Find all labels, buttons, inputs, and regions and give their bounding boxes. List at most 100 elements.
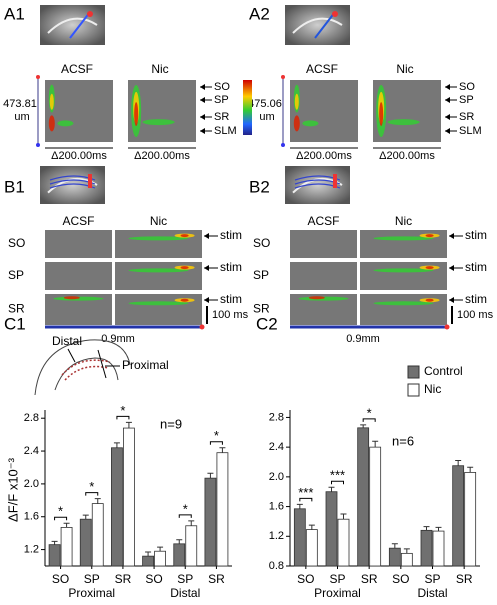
condition-label: Nic — [151, 62, 168, 76]
bar — [305, 529, 318, 567]
x-tick-label: SO — [297, 572, 314, 586]
arrow-head — [445, 114, 450, 120]
significance-bracket — [54, 516, 68, 521]
bar — [204, 477, 217, 567]
x-tick-label: SP — [177, 572, 193, 586]
panel-label: B2 — [249, 177, 270, 196]
error-bar — [176, 539, 183, 544]
bar — [432, 530, 445, 567]
error-bar — [328, 486, 335, 492]
x-tick-label: SP — [424, 572, 440, 586]
group-label: Distal — [417, 586, 447, 600]
group-label: Proximal — [314, 586, 361, 600]
stim-site — [87, 11, 93, 17]
legend-swatch — [407, 365, 420, 379]
imaging-frame — [290, 262, 357, 290]
significance-bracket — [85, 492, 99, 496]
activity-spot — [134, 102, 139, 127]
brain-image — [285, 5, 350, 45]
scale-value: 473.81 — [3, 98, 37, 110]
condition-label: ACSF — [61, 62, 93, 76]
scale-unit: um — [14, 111, 29, 123]
x-tick-label: SR — [208, 572, 225, 586]
significance-bracket — [362, 418, 376, 422]
stim-label: stim — [220, 260, 242, 274]
bar — [154, 550, 166, 567]
annotation: n=6 — [392, 433, 414, 448]
condition-label: Nic — [150, 214, 167, 228]
bar — [420, 529, 433, 567]
significance-label: * — [58, 504, 63, 519]
stim-site — [332, 11, 338, 17]
activity-spot — [180, 298, 189, 302]
layer-label: SR — [459, 111, 474, 123]
error-bar — [125, 421, 132, 429]
activity-spot — [63, 296, 80, 300]
panel-label: C1 — [4, 314, 26, 333]
arrow-head — [204, 265, 209, 271]
stim-label: stim — [465, 292, 487, 306]
activity-spot — [128, 301, 189, 306]
stim-label: stim — [220, 228, 242, 242]
brain-image — [285, 166, 350, 204]
bar — [452, 465, 465, 567]
significance-label: * — [367, 405, 372, 420]
error-bar — [188, 520, 195, 526]
arrow-head — [445, 128, 450, 134]
stim-site — [88, 174, 92, 188]
time-scale-label: Δ200.00ms — [51, 150, 107, 162]
scale-end — [281, 75, 285, 79]
bar — [357, 427, 370, 567]
layer-label: SR — [8, 302, 25, 316]
time-scale-label: Δ200.00ms — [379, 150, 435, 162]
stim-label: stim — [465, 260, 487, 274]
activity-spot — [308, 296, 325, 300]
activity-spot — [180, 234, 189, 238]
scale-end — [281, 143, 285, 147]
electrode — [69, 11, 91, 39]
slice-outline — [34, 339, 131, 396]
y-tick-label: 2.4 — [269, 441, 284, 453]
bar — [325, 491, 338, 567]
y-tick-label: 2.8 — [269, 411, 284, 423]
imaging-frame — [290, 230, 357, 258]
bar — [91, 503, 104, 567]
y-tick-label: 1.6 — [24, 511, 39, 523]
x-tick-label: SR — [456, 572, 473, 586]
layer-label: SP — [8, 268, 24, 282]
significance-label: *** — [298, 485, 313, 500]
panel-label: A1 — [4, 4, 25, 23]
layer-label: SR — [214, 111, 229, 123]
significance-label: * — [183, 501, 188, 516]
stim-site — [333, 174, 337, 188]
bar — [111, 447, 123, 567]
pointer — [67, 348, 76, 363]
significance-bracket — [178, 514, 192, 518]
y-tick-label: 0.8 — [269, 560, 284, 572]
bar — [123, 427, 135, 567]
bar — [173, 543, 186, 567]
group-label: Proximal — [68, 586, 115, 600]
x-tick-label: SR — [361, 572, 378, 586]
diagram-label: Proximal — [122, 358, 169, 372]
error-bar — [308, 524, 315, 530]
y-axis-label: ΔF/F x10⁻³ — [5, 457, 20, 522]
error-bar — [340, 513, 347, 520]
error-bar — [391, 543, 398, 549]
arrow-head — [200, 114, 205, 120]
bar — [400, 552, 413, 567]
error-bar — [372, 440, 379, 448]
condition-label: ACSF — [306, 62, 338, 76]
arrow-head — [204, 233, 209, 239]
condition-label: ACSF — [307, 214, 339, 228]
legend-label: Nic — [424, 382, 441, 396]
scale-value: 475.06 — [248, 98, 282, 110]
activity-spot — [373, 268, 434, 273]
distance-label: 0.9mm — [346, 333, 380, 345]
condition-label: ACSF — [62, 214, 94, 228]
time-bar-label: 100 ms — [457, 309, 494, 321]
brain-image — [40, 166, 105, 204]
error-bar — [403, 548, 410, 554]
significance-bracket — [116, 415, 130, 420]
